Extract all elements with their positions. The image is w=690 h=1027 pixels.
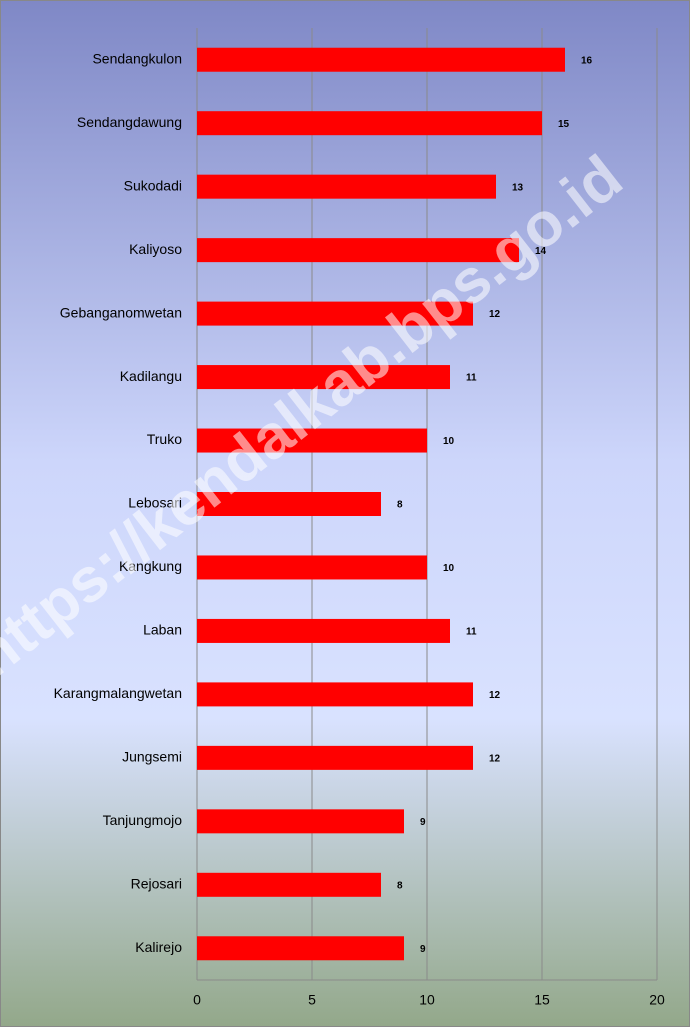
- bar: [197, 492, 381, 516]
- x-tick-label: 5: [308, 992, 316, 1008]
- bar: [197, 301, 473, 326]
- bar: [197, 365, 450, 390]
- y-tick-label: Laban: [143, 622, 182, 638]
- bar: [197, 555, 427, 580]
- data-label: 15: [558, 119, 570, 130]
- y-tick-label: Kalirejo: [135, 939, 182, 955]
- bar: [197, 428, 427, 453]
- bar: [197, 872, 381, 897]
- y-tick-label: Kaliyoso: [129, 241, 182, 257]
- y-tick-label: Jungsemi: [122, 749, 182, 765]
- plot: 0 5 10 15 20 Sendangkulon 16 Sendangdawung 15 Suk…: [54, 28, 665, 1008]
- y-tick-label: Kadilangu: [120, 368, 182, 384]
- data-label: 8: [397, 880, 403, 891]
- data-label: 9: [420, 944, 426, 955]
- data-label: 16: [581, 55, 593, 66]
- y-tick-label: Kangkung: [119, 558, 182, 574]
- data-label: 12: [489, 754, 501, 765]
- bar: [197, 745, 473, 770]
- data-label: 12: [489, 309, 501, 320]
- data-label: 11: [466, 373, 477, 384]
- data-label: 13: [512, 182, 524, 193]
- data-label: 11: [466, 627, 477, 638]
- data-label: 9: [420, 817, 426, 828]
- bar: [197, 111, 542, 136]
- bar: [197, 47, 565, 72]
- y-tick-label: Karangmalangwetan: [54, 685, 182, 701]
- y-tick-label: Sendangdawung: [77, 114, 182, 130]
- y-tick-label: Lebosari: [128, 495, 182, 511]
- y-tick-label: Sukodadi: [124, 177, 182, 193]
- x-tick-label: 0: [193, 992, 201, 1008]
- bar: [197, 238, 519, 263]
- x-tick-label: 20: [649, 992, 665, 1008]
- y-tick-label: Tanjungmojo: [103, 812, 183, 828]
- bar: [197, 682, 473, 707]
- x-tick-label: 15: [534, 992, 550, 1008]
- data-label: 14: [535, 246, 547, 257]
- y-tick-label: Gebanganomwetan: [60, 304, 182, 320]
- y-tick-label: Rejosari: [131, 876, 182, 892]
- y-tick-label: Sendangkulon: [92, 50, 182, 66]
- data-label: 8: [397, 500, 403, 511]
- bar: [197, 174, 496, 199]
- bar: [197, 809, 404, 834]
- bar: [197, 936, 404, 961]
- data-label: 10: [443, 563, 455, 574]
- data-label: 10: [443, 436, 455, 447]
- y-tick-label: Truko: [147, 431, 182, 447]
- data-label: 12: [489, 690, 501, 701]
- bar: [197, 618, 450, 643]
- x-tick-label: 10: [419, 992, 435, 1008]
